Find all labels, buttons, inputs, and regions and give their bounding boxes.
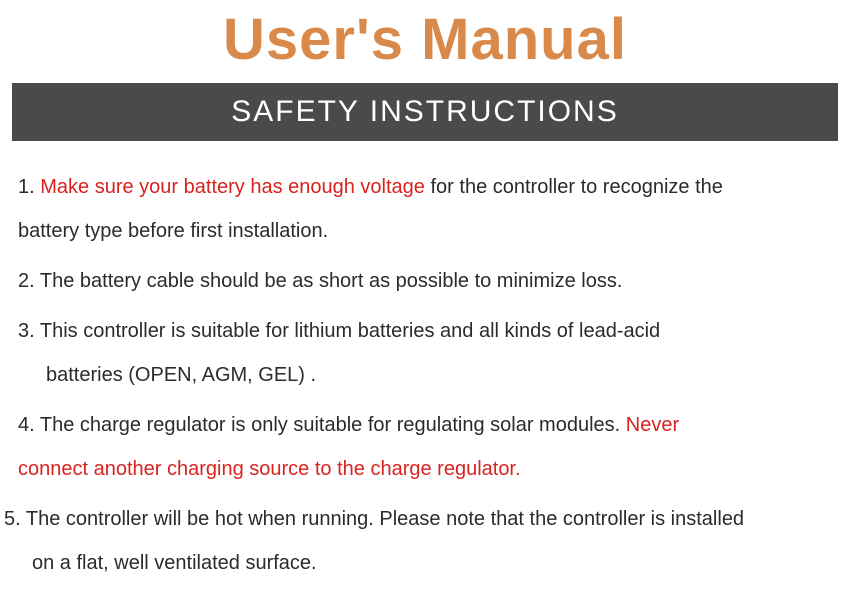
- item-number: 3.: [18, 320, 40, 342]
- item-text-cont: batteries (OPEN, AGM, GEL) .: [18, 353, 832, 397]
- instruction-item-2: 2. The battery cable should be as short …: [18, 259, 832, 303]
- safety-instructions-list: 1. Make sure your battery has enough vol…: [0, 141, 850, 585]
- item-number: 2.: [18, 270, 40, 292]
- instruction-item-5: 5. The controller will be hot when runni…: [4, 497, 832, 585]
- highlight-text: Never: [626, 414, 679, 436]
- instruction-item-1: 1. Make sure your battery has enough vol…: [18, 165, 832, 253]
- section-heading-text: SAFETY INSTRUCTIONS: [231, 95, 618, 129]
- highlight-text-cont: connect another charging source to the c…: [18, 458, 521, 480]
- section-heading-bar: SAFETY INSTRUCTIONS: [12, 83, 838, 141]
- item-number: 4.: [18, 414, 40, 436]
- item-text: The charge regulator is only suitable fo…: [40, 414, 626, 436]
- highlight-text: Make sure your battery has enough voltag…: [40, 176, 425, 198]
- item-number: 1.: [18, 176, 40, 198]
- item-text: for the controller to recognize the: [425, 176, 723, 198]
- item-number: 5.: [4, 508, 26, 530]
- instruction-item-3: 3. This controller is suitable for lithi…: [18, 309, 832, 397]
- instruction-item-4: 4. The charge regulator is only suitable…: [18, 403, 832, 491]
- item-text: The battery cable should be as short as …: [40, 270, 623, 292]
- page-title: User's Manual: [0, 0, 850, 83]
- item-text: The controller will be hot when running.…: [26, 508, 744, 530]
- item-text-cont: battery type before first installation.: [18, 220, 328, 242]
- item-text: This controller is suitable for lithium …: [40, 320, 660, 342]
- item-text-cont: on a flat, well ventilated surface.: [4, 541, 832, 585]
- manual-page: User's Manual SAFETY INSTRUCTIONS 1. Mak…: [0, 0, 850, 602]
